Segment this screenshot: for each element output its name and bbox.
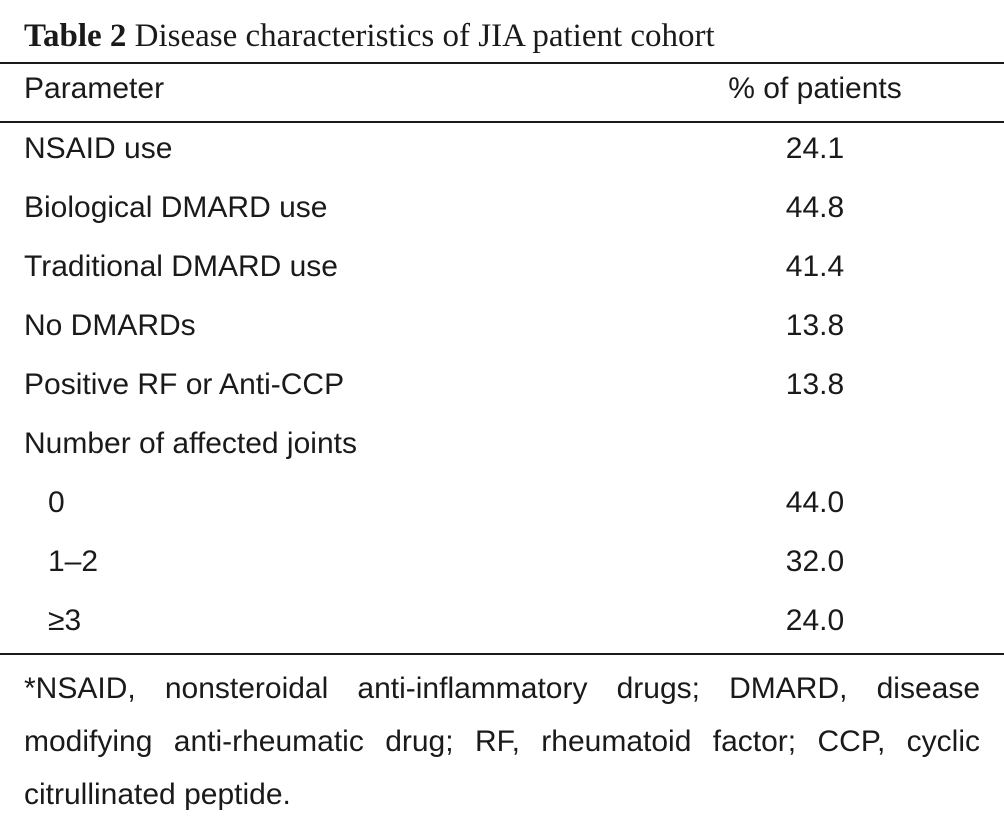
row-value: 24.1 [785,132,845,165]
table-top-rule [0,62,1004,64]
row-parameter: Traditional DMARD use [24,250,338,283]
table-footnote: *NSAID, nonsteroidal anti-inflammatory d… [24,672,980,811]
row-value: 24.0 [785,604,845,637]
table-caption-label: Table 2 [24,18,127,54]
row-parameter: 1–2 [48,545,99,578]
row-parameter: No DMARDs [24,309,196,342]
table-row: No DMARDs 13.8 [0,300,1004,359]
row-parameter: Positive RF or Anti-CCP [24,368,345,401]
column-header-percent: % of patients [728,72,902,105]
table-caption: Table 2 Disease characteristics of JIA p… [24,14,715,58]
table-row: 1–2 32.0 [0,536,1004,595]
table-header-rule [0,121,1004,123]
table-row: ≥3 24.0 [0,595,1004,654]
table-row: Biological DMARD use 44.8 [0,182,1004,241]
row-parameter: 0 [48,486,65,519]
data-table: Parameter % of patients [0,64,1004,120]
row-parameter: Biological DMARD use [24,191,328,224]
row-value: 13.8 [785,309,845,342]
table-row: NSAID use 24.1 [0,123,1004,182]
table-caption-title: Disease characteristics of JIA patient c… [134,18,715,54]
row-value: 44.0 [785,486,845,519]
row-value: 13.8 [785,368,845,401]
table-row: Traditional DMARD use 41.4 [0,241,1004,300]
table-row: 0 44.0 [0,477,1004,536]
row-parameter: ≥3 [48,604,82,637]
table-row: Positive RF or Anti-CCP 13.8 [0,359,1004,418]
table-row-group-heading: Number of affected joints [0,418,1004,477]
row-parameter: NSAID use [24,132,173,165]
row-value: 44.8 [785,191,845,224]
table-header-row: Parameter % of patients [0,64,1004,120]
row-value: 32.0 [785,545,845,578]
column-header-parameter: Parameter [24,72,165,105]
table-bottom-rule [0,653,1004,655]
row-parameter: Number of affected joints [24,427,357,460]
row-value: 41.4 [785,250,845,283]
table-body: NSAID use 24.1 Biological DMARD use 44.8… [0,123,1004,654]
